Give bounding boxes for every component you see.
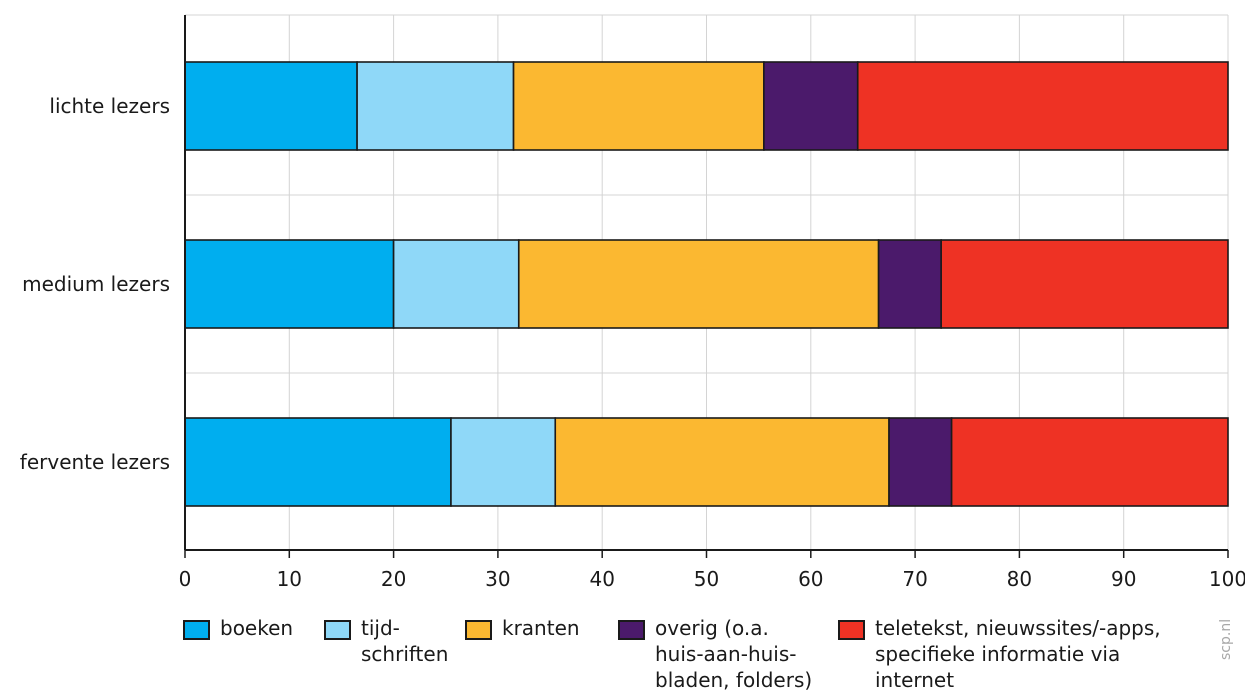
legend-swatch xyxy=(618,620,645,640)
legend-item-teletekst: teletekst, nieuwssites/-apps, specifieke… xyxy=(838,615,1161,693)
bar-segment xyxy=(888,417,953,507)
legend-label: tijd- schriften xyxy=(361,616,449,666)
bars xyxy=(184,61,1229,507)
bar-segment xyxy=(877,239,942,329)
bar-segment xyxy=(940,239,1229,329)
category-label: medium lezers xyxy=(22,272,170,296)
source-credit: scp.nl xyxy=(1218,618,1234,660)
legend-swatch xyxy=(465,620,492,640)
category-label: lichte lezers xyxy=(49,94,170,118)
x-tick-label: 90 xyxy=(1111,567,1136,591)
legend-label: boeken xyxy=(220,616,294,640)
bar-segment xyxy=(554,417,890,507)
x-tick-label: 80 xyxy=(1007,567,1032,591)
legend-item-overig: overig (o.a. huis-aan-huis- bladen, fold… xyxy=(618,615,812,693)
legend-item-tijdschriften: tijd- schriften xyxy=(324,615,448,667)
x-tick-label: 20 xyxy=(381,567,406,591)
legend-item-boeken: boeken xyxy=(183,615,293,641)
x-tick-label: 50 xyxy=(694,567,719,591)
bar-segment xyxy=(763,61,859,151)
bar-segment xyxy=(512,61,765,151)
x-tick-label: 70 xyxy=(902,567,927,591)
bar-segment xyxy=(356,61,515,151)
legend-item-kranten: kranten xyxy=(465,615,580,641)
x-tick-label: 0 xyxy=(179,567,192,591)
legend-label: kranten xyxy=(502,616,580,640)
bar-segment xyxy=(856,61,1229,151)
x-tick-label: 40 xyxy=(589,567,614,591)
bar-segment xyxy=(517,239,880,329)
bar-segment xyxy=(450,417,557,507)
legend-swatch xyxy=(183,620,210,640)
bar-segment xyxy=(184,417,452,507)
legend-label: teletekst, nieuwssites/-apps, specifieke… xyxy=(875,616,1161,692)
bar-segment xyxy=(950,417,1229,507)
legend-swatch xyxy=(838,620,865,640)
legend-swatch xyxy=(324,620,351,640)
bar-segment xyxy=(184,239,395,329)
bar-segment xyxy=(184,61,358,151)
bar-segment xyxy=(392,239,520,329)
x-tick-label: 60 xyxy=(798,567,823,591)
x-tick-label: 100 xyxy=(1209,567,1245,591)
category-label: fervente lezers xyxy=(20,450,170,474)
legend-label: overig (o.a. huis-aan-huis- bladen, fold… xyxy=(655,616,813,692)
x-tick-label: 30 xyxy=(485,567,510,591)
axes: lichte lezers medium lezers fervente lezer… xyxy=(20,15,1245,591)
x-tick-label: 10 xyxy=(277,567,302,591)
